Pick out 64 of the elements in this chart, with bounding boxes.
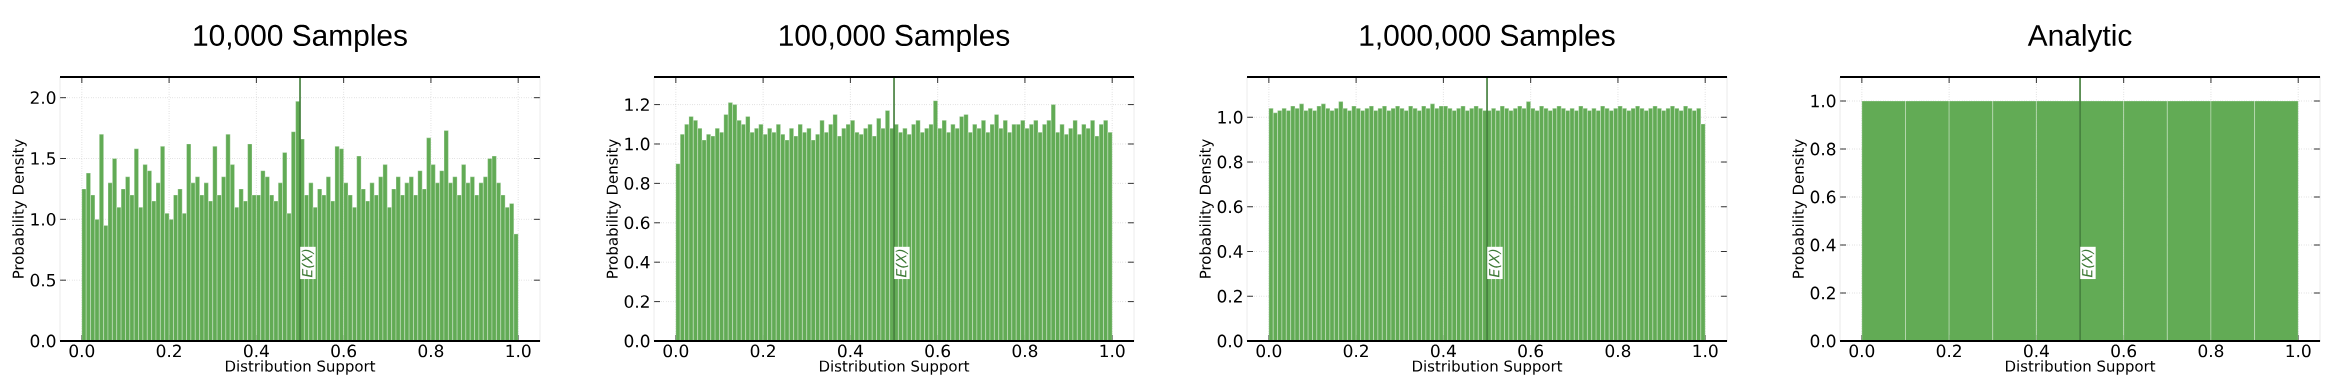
- x-tick-label: 1.0: [2286, 344, 2311, 358]
- x-tick-label: 0.8: [418, 344, 444, 358]
- y-tick-label: 0.0: [1810, 334, 1836, 348]
- x-tick-label: 0.0: [1849, 344, 1875, 358]
- y-tick-label: 0.6: [1810, 190, 1836, 204]
- x-tick-label: 0.6: [2111, 344, 2137, 358]
- x-axis-title: Distribution Support: [2006, 360, 2156, 375]
- x-tick-label: 1.0: [506, 344, 531, 358]
- x-tick-label: 0.4: [244, 344, 269, 358]
- y-tick-label: 0.4: [1217, 245, 1243, 258]
- x-tick-label: 0.2: [750, 344, 775, 358]
- y-tick-label: 0.2: [1810, 286, 1835, 300]
- x-tick-label: 0.0: [1256, 344, 1282, 358]
- y-axis-title: Probability Density: [12, 139, 27, 278]
- y-tick-label: 0.0: [624, 334, 650, 348]
- y-tick-label: 0.4: [624, 255, 650, 269]
- y-tick-label: 1.0: [625, 137, 650, 151]
- chart-title: 10,000 Samples: [194, 24, 407, 52]
- x-tick-label: 0.8: [2198, 344, 2224, 358]
- x-axis-title: Distribution Support: [1413, 360, 1563, 375]
- y-tick-label: 0.6: [624, 216, 650, 230]
- chart-title: Analytic: [2027, 24, 2132, 52]
- y-tick-label: 0.5: [30, 273, 56, 287]
- y-tick-label: 1.0: [31, 212, 56, 226]
- x-axis-title: Distribution Support: [819, 360, 970, 375]
- x-tick-label: 0.2: [1343, 344, 1368, 358]
- ref-line-label: E(X): [895, 249, 909, 278]
- y-tick-label: 0.2: [624, 295, 649, 308]
- y-tick-label: 1.0: [1811, 94, 1836, 108]
- x-axis-title: Distribution Support: [225, 360, 376, 375]
- x-tick-label: 0.8: [1605, 344, 1631, 358]
- x-tick-label: 0.2: [1936, 344, 1961, 358]
- y-tick-label: 0.4: [1810, 238, 1836, 252]
- y-tick-label: 0.8: [1217, 155, 1243, 169]
- x-tick-label: 0.2: [156, 344, 181, 358]
- y-axis-title: Probability Density: [1199, 139, 1214, 278]
- y-tick-label: 2.0: [30, 91, 56, 105]
- y-tick-label: 1.5: [31, 152, 56, 165]
- x-tick-label: 1.0: [1693, 344, 1718, 358]
- y-tick-label: 0.0: [1217, 334, 1243, 348]
- x-tick-label: 0.6: [925, 344, 951, 358]
- x-tick-label: 0.4: [1431, 344, 1456, 358]
- x-tick-label: 0.6: [331, 344, 357, 358]
- ref-line-label: E(X): [2081, 249, 2095, 278]
- y-axis-title: Probability Density: [606, 139, 621, 278]
- y-tick-label: 0.2: [1217, 289, 1242, 303]
- y-axis-title: Probability Density: [1792, 139, 1807, 278]
- chart-title: 1,000,000 Samples: [1360, 24, 1615, 52]
- y-tick-label: 0.6: [1217, 200, 1243, 214]
- y-tick-label: 0.8: [624, 176, 650, 190]
- ref-line-label: E(X): [301, 249, 315, 278]
- y-tick-label: 1.0: [1218, 110, 1243, 124]
- y-tick-label: 0.8: [1810, 142, 1836, 156]
- y-tick-label: 1.2: [625, 98, 649, 111]
- x-tick-label: 0.8: [1012, 344, 1038, 358]
- x-tick-label: 0.0: [663, 344, 689, 358]
- x-tick-label: 1.0: [1100, 344, 1125, 358]
- chart-title: 100,000 Samples: [779, 24, 1010, 52]
- y-tick-label: 0.0: [30, 334, 56, 348]
- x-tick-label: 0.6: [1518, 344, 1544, 358]
- x-tick-label: 0.0: [69, 344, 95, 358]
- x-tick-label: 0.4: [838, 344, 863, 358]
- x-tick-label: 0.4: [2024, 344, 2049, 358]
- ref-line-label: E(X): [1488, 249, 1502, 278]
